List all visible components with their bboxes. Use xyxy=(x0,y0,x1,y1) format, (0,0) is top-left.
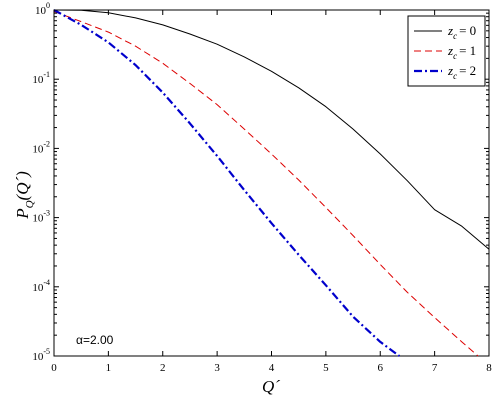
legend: zc = 0zc = 1zc = 2 xyxy=(407,15,486,87)
legend-label-1: zc = 1 xyxy=(447,43,476,61)
y-tick-exponent: -1 xyxy=(43,70,50,79)
series-line-2 xyxy=(53,9,400,357)
y-tick-base: 10 xyxy=(32,74,44,86)
x-tick-label: 0 xyxy=(51,362,57,374)
y-tick-base: 10 xyxy=(32,351,44,363)
legend-value: = 2 xyxy=(459,63,476,78)
y-tick-label: 10-2 xyxy=(32,139,50,155)
y-tick-base: 10 xyxy=(32,143,44,155)
legend-var: z xyxy=(447,23,453,38)
x-tick-label: 2 xyxy=(160,362,166,374)
legend-label-0: zc = 0 xyxy=(447,23,476,41)
y-tick-exponent: -4 xyxy=(43,278,50,287)
y-tick-base: 10 xyxy=(32,213,44,225)
x-tick-label: 8 xyxy=(486,362,492,374)
y-axis-label-sub: Q xyxy=(24,200,36,208)
x-tick-label: 4 xyxy=(269,362,275,374)
series-line-1 xyxy=(53,11,479,357)
y-tick-label: 10-5 xyxy=(32,347,50,363)
x-axis-ticks: 0 1 2 3 4 5 6 7 8 xyxy=(51,10,492,374)
y-tick-exponent: -5 xyxy=(43,347,50,356)
y-tick-label: 10-4 xyxy=(32,278,50,294)
y-tick-exponent: 0 xyxy=(46,1,50,10)
legend-var: z xyxy=(447,63,453,78)
y-tick-base: 10 xyxy=(35,5,47,17)
y-tick-exponent: -2 xyxy=(43,139,50,148)
series-layer xyxy=(53,9,490,357)
series-line-0 xyxy=(53,9,490,250)
y-tick-base: 10 xyxy=(32,282,44,294)
legend-label-2: zc = 2 xyxy=(447,63,476,81)
x-tick-label: 6 xyxy=(378,362,384,374)
y-axis-label-arg: (Q´) xyxy=(13,171,32,201)
y-tick-label: 10-1 xyxy=(32,70,50,86)
legend-value: = 0 xyxy=(459,23,476,38)
alpha-annotation: α=2.00 xyxy=(76,333,114,347)
y-tick-label: 10-3 xyxy=(32,209,50,225)
legend-sub: c xyxy=(453,51,457,61)
legend-sub: c xyxy=(453,71,457,81)
x-axis-label: Q´ xyxy=(262,377,280,396)
x-tick-label: 7 xyxy=(432,362,438,374)
y-tick-exponent: -3 xyxy=(43,209,50,218)
svg-text:PQ(Q´): PQ(Q´) xyxy=(13,171,36,220)
legend-sub: c xyxy=(453,31,457,41)
legend-value: = 1 xyxy=(459,43,476,58)
x-tick-label: 5 xyxy=(323,362,329,374)
x-tick-label: 3 xyxy=(214,362,220,374)
y-tick-label: 100 xyxy=(35,1,50,17)
x-tick-label: 1 xyxy=(106,362,112,374)
y-axis-label-main: P xyxy=(13,208,32,219)
legend-var: z xyxy=(447,43,453,58)
y-axis-label: PQ(Q´) xyxy=(13,171,36,220)
